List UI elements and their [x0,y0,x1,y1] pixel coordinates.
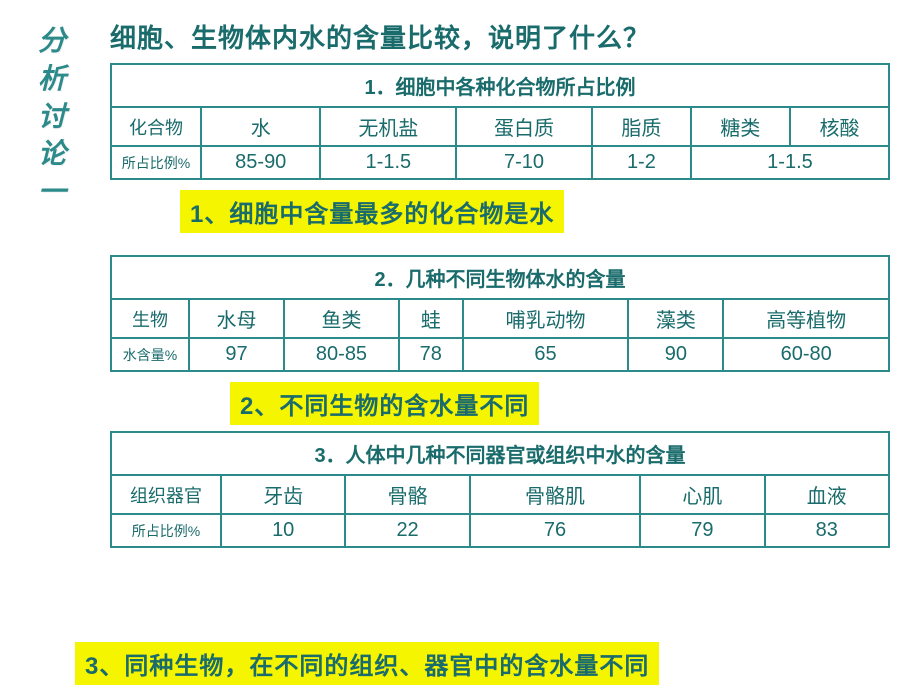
table-organisms: 2．几种不同生物体水的含量 生物 水母 鱼类 蛙 哺乳动物 藻类 高等植物 水含… [110,255,890,372]
table1-caption: 1．细胞中各种化合物所占比例 [111,64,889,107]
sidebar-char: 分 [38,22,66,60]
table3-value: 22 [345,514,469,547]
table3-value: 76 [470,514,640,547]
table2-header: 水母 [189,299,284,338]
table3-value: 79 [640,514,764,547]
table1-value: 1-1.5 [691,146,889,179]
table1-header: 糖类 [691,107,790,146]
table2-row-label: 水含量% [111,338,189,371]
table2-value: 90 [628,338,723,371]
table3-value: 83 [765,514,889,547]
table3-caption: 3．人体中几种不同器官或组织中水的含量 [111,432,889,475]
table1-header: 无机盐 [320,107,456,146]
table3-header: 心肌 [640,475,764,514]
table1-header: 水 [201,107,320,146]
highlight-1: 1、细胞中含量最多的化合物是水 [180,190,564,233]
highlight-3: 3、同种生物，在不同的组织、器官中的含水量不同 [75,642,659,685]
table2-value: 65 [463,338,629,371]
table3-value: 10 [221,514,345,547]
table2-value: 78 [399,338,463,371]
table3-row-label: 所占比例% [111,514,221,547]
table1-header: 核酸 [790,107,889,146]
table1-value: 85-90 [201,146,320,179]
table3-header: 牙齿 [221,475,345,514]
sidebar-char: 讨 [38,98,66,136]
table1-value: 1-2 [592,146,691,179]
table1-header: 蛋白质 [456,107,592,146]
table2-header: 哺乳动物 [463,299,629,338]
table2-header: 鱼类 [284,299,399,338]
table2-value: 80-85 [284,338,399,371]
table2-header: 蛙 [399,299,463,338]
table3-header-label: 组织器官 [111,475,221,514]
table3-header: 骨骼肌 [470,475,640,514]
sidebar-label: 分 析 讨 论 一 [38,22,66,211]
table3-header: 血液 [765,475,889,514]
highlight-2: 2、不同生物的含水量不同 [230,382,539,425]
table1-header: 脂质 [592,107,691,146]
table-compounds: 1．细胞中各种化合物所占比例 化合物 水 无机盐 蛋白质 脂质 糖类 核酸 所占… [110,63,890,180]
table3-header: 骨骼 [345,475,469,514]
page-title: 细胞、生物体内水的含量比较，说明了什么？ [110,18,890,55]
table2-header-label: 生物 [111,299,189,338]
main-content: 细胞、生物体内水的含量比较，说明了什么？ 1．细胞中各种化合物所占比例 化合物 … [110,18,890,558]
table1-value: 1-1.5 [320,146,456,179]
highlight-3-wrap: 3、同种生物，在不同的组织、器官中的含水量不同 [75,642,659,685]
table2-header: 高等植物 [723,299,889,338]
sidebar-char: 论 [38,135,66,173]
sidebar-char: 一 [38,173,66,211]
table-organs: 3．人体中几种不同器官或组织中水的含量 组织器官 牙齿 骨骼 骨骼肌 心肌 血液… [110,431,890,548]
table1-row-label: 所占比例% [111,146,201,179]
table1-value: 7-10 [456,146,592,179]
table2-caption: 2．几种不同生物体水的含量 [111,256,889,299]
table1-header-label: 化合物 [111,107,201,146]
table2-header: 藻类 [628,299,723,338]
table2-value: 60-80 [723,338,889,371]
sidebar-char: 析 [38,60,66,98]
table2-value: 97 [189,338,284,371]
